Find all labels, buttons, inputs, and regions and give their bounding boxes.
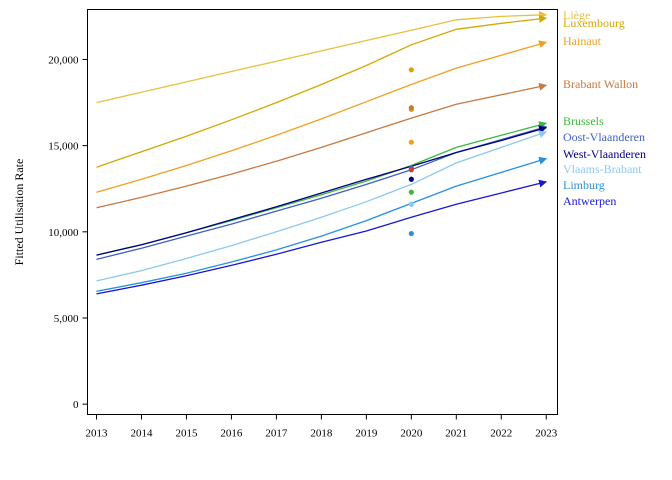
x-tick-label: 2014	[130, 428, 153, 440]
x-tick-label: 2020	[400, 428, 423, 440]
plot-frame	[87, 9, 558, 415]
y-tick-label: 15,000	[48, 141, 79, 153]
observed-point	[408, 139, 414, 145]
observed-point	[408, 176, 414, 182]
x-tick-label: 2013	[85, 428, 108, 440]
observed-point	[408, 67, 414, 73]
observed-point	[408, 230, 414, 237]
observed-point	[408, 105, 414, 111]
x-tick-label: 2021	[445, 428, 467, 440]
series-line-hainaut	[96, 40, 548, 193]
observed-point	[408, 201, 414, 207]
x-tick-label: 2022	[490, 428, 512, 440]
x-tick-label: 2016	[220, 428, 243, 440]
y-tick-label: 20,000	[48, 54, 79, 66]
series-line-brussels	[96, 121, 548, 256]
series-line-antwerpen	[96, 179, 548, 295]
series-line-luxembourg	[96, 14, 548, 168]
x-axis-ticks: 2013 2014 2015 2016 2017 2018 2019 2020 2021 2022…	[85, 414, 558, 440]
legend-label: Brussels	[563, 114, 604, 128]
legend-label: Vlaams-Brabant	[563, 162, 642, 176]
observed-point	[408, 189, 414, 195]
series-line-brabant-wallon	[96, 82, 548, 209]
y-tick-label: 10,000	[48, 227, 79, 239]
y-axis-ticks: 0 5,000 10,000 15,000 20,000	[48, 54, 88, 411]
x-tick-label: 2015	[175, 428, 198, 440]
series-line-li-ge	[96, 10, 548, 104]
series-line-west-vlaanderen	[96, 125, 548, 256]
y-tick-label: 5,000	[54, 313, 79, 325]
observed-point	[408, 167, 414, 173]
series-lines	[96, 10, 548, 295]
x-tick-label: 2018	[310, 428, 333, 440]
legend-label: Luxembourg	[563, 16, 625, 30]
legend-label: Antwerpen	[563, 194, 616, 208]
legend-label: West-Vlaanderen	[563, 147, 646, 161]
legend-label: Hainaut	[563, 34, 602, 48]
x-tick-label: 2017	[265, 428, 288, 440]
legend-label: Liège	[563, 8, 590, 22]
x-tick-label: 2019	[355, 428, 378, 440]
legend-label: Limburg	[563, 178, 605, 192]
observed-points	[408, 67, 414, 237]
series-line-vlaams-brabant	[96, 130, 548, 282]
legend-label: Oost-Vlaanderen	[563, 130, 645, 144]
series-line-limburg	[96, 156, 548, 292]
y-tick-label: 0	[73, 399, 79, 411]
x-tick-label: 2023	[535, 428, 558, 440]
legend-label: Brabant Wallon	[563, 77, 638, 91]
y-axis-title: Fitted Utilisation Rate	[12, 159, 26, 266]
